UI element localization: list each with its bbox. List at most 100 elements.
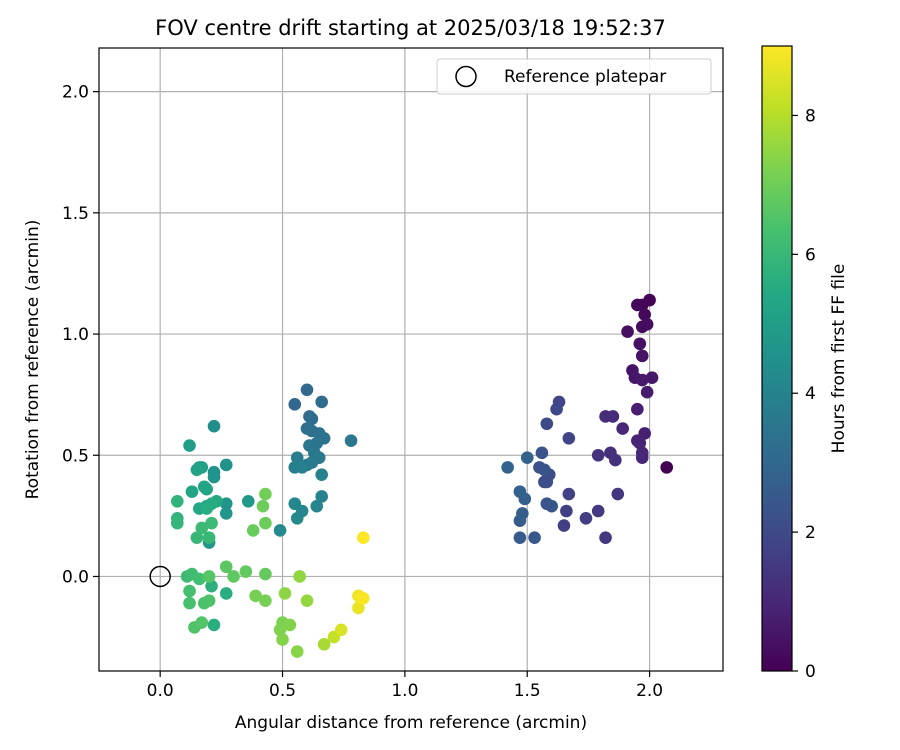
scatter-point — [193, 572, 206, 586]
scatter-point — [259, 487, 272, 501]
scatter-point — [557, 519, 571, 532]
colorbar-ticks: 0 2 4 6 8 — [792, 106, 816, 682]
scatter-point — [190, 531, 204, 544]
scatter-point — [540, 417, 554, 431]
colorbar-label: Hours from first FF file — [829, 264, 849, 454]
scatter-point — [205, 579, 218, 593]
scatter-point — [635, 349, 649, 363]
colorbar-tick-label: 6 — [805, 245, 816, 265]
scatter-point — [645, 371, 659, 384]
scatter-point — [633, 436, 647, 450]
scatter-point — [310, 499, 324, 513]
colorbar-tick-label: 4 — [805, 384, 816, 404]
scatter-point — [290, 645, 304, 658]
y-axis-label: Rotation from reference (arcmin) — [23, 220, 43, 500]
scatter-point — [317, 638, 331, 651]
scatter-point — [288, 497, 302, 511]
colorbar-gradient — [762, 46, 792, 671]
x-tick-label: 1.5 — [514, 681, 541, 701]
y-tick-label: 1.5 — [62, 204, 89, 224]
scatter-point — [171, 495, 184, 508]
scatter-point — [183, 584, 196, 598]
scatter-point — [520, 451, 534, 464]
scatter-point — [579, 511, 593, 525]
scatter-point — [300, 383, 314, 397]
scatter-point — [356, 531, 370, 544]
scatter-points — [171, 293, 674, 658]
scatter-point — [288, 398, 302, 411]
scatter-point — [246, 524, 260, 537]
scatter-point — [183, 596, 196, 610]
scatter-point — [259, 567, 272, 581]
scatter-point — [528, 531, 541, 544]
scatter-point — [202, 531, 216, 544]
scatter-point — [293, 570, 306, 583]
scatter-point — [256, 499, 270, 513]
scatter-point — [227, 570, 240, 583]
y-tick-label: 0.5 — [62, 446, 89, 466]
scatter-point — [591, 448, 605, 462]
scatter-point — [249, 589, 262, 603]
scatter-point — [207, 618, 221, 632]
x-tick-label: 2.0 — [636, 681, 663, 701]
legend-marker-reference — [455, 65, 477, 88]
colorbar-tick-label: 8 — [805, 106, 816, 126]
scatter-point — [273, 524, 287, 537]
reference-marker-layer — [149, 565, 171, 588]
scatter-point — [290, 451, 304, 464]
scatter-point — [202, 570, 216, 583]
legend-box — [436, 58, 712, 95]
scatter-point — [562, 487, 576, 501]
scatter-point — [195, 616, 209, 629]
scatter-point — [278, 587, 292, 600]
scatter-point — [599, 410, 612, 423]
scatter-point — [241, 495, 255, 508]
x-tick-label: 1.0 — [391, 681, 418, 701]
scatter-point — [631, 402, 644, 416]
legend: Reference platepar — [436, 58, 712, 95]
scatter-point — [219, 560, 233, 574]
scatter-point — [207, 470, 221, 484]
scatter-point — [538, 463, 551, 477]
scatter-point — [290, 511, 304, 525]
y-tick-label: 2.0 — [62, 83, 89, 103]
scatter-point — [501, 461, 514, 474]
scatter-point — [315, 395, 328, 409]
x-tick-label: 0.0 — [147, 681, 174, 701]
scatter-point — [621, 325, 634, 338]
scatter-point — [591, 504, 605, 518]
colorbar-frame — [761, 45, 793, 672]
colorbar-tick-label: 2 — [805, 523, 816, 543]
scatter-point — [638, 308, 651, 321]
scatter-point — [631, 298, 644, 312]
scatter-point — [219, 497, 233, 511]
x-axis-ticks: 0.0 0.5 1.0 1.5 2.0 — [147, 671, 663, 701]
scatter-point — [640, 318, 654, 331]
scatter-point — [352, 601, 365, 615]
x-axis-label: Angular distance from reference (arcmin) — [235, 713, 587, 733]
y-axis-ticks: 0.0 0.5 1.0 1.5 2.0 — [62, 83, 99, 587]
scatter-point — [205, 516, 218, 530]
scatter-point — [633, 337, 647, 351]
scatter-point — [259, 516, 272, 530]
scatter-point — [171, 516, 184, 530]
scatter-point — [190, 463, 204, 477]
scatter-point — [334, 623, 348, 637]
scatter-point — [300, 594, 314, 608]
scatter-point — [545, 499, 559, 513]
scatter-point — [516, 507, 529, 520]
chart-title: FOV centre drift starting at 2025/03/18 … — [155, 16, 666, 40]
scatter-point — [283, 618, 297, 632]
scatter-point — [599, 531, 612, 544]
scatter-point — [616, 422, 629, 435]
scatter-point — [219, 458, 233, 472]
scatter-point — [195, 521, 209, 535]
scatter-point — [305, 412, 319, 426]
y-tick-label: 0.0 — [62, 567, 89, 587]
scatter-point — [185, 485, 199, 498]
scatter-point — [635, 373, 649, 387]
scatter-point — [259, 594, 272, 608]
scatter-point — [200, 482, 213, 496]
x-tick-label: 0.5 — [269, 681, 296, 701]
